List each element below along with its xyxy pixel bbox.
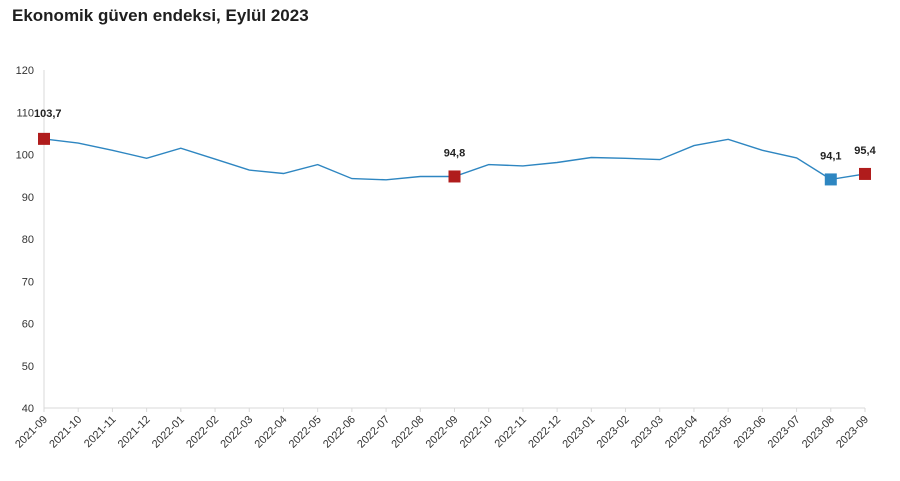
highlight-marker xyxy=(448,170,461,183)
x-tick-label: 2023-07 xyxy=(766,414,803,451)
y-tick-label: 120 xyxy=(16,65,34,77)
x-axis-ticks xyxy=(43,408,866,412)
x-tick-label: 2022-09 xyxy=(424,414,461,451)
x-tick-label: 2022-08 xyxy=(389,414,426,451)
highlight-marker xyxy=(824,173,837,186)
x-tick-label: 2021-09 xyxy=(13,414,50,451)
data-label: 94,8 xyxy=(444,147,465,159)
y-tick-label: 100 xyxy=(16,150,34,162)
x-tick-label: 2023-09 xyxy=(834,414,871,451)
highlight-marker xyxy=(859,167,871,180)
x-tick-label: 2022-11 xyxy=(493,414,529,450)
chart-title: Ekonomik güven endeksi, Eylül 2023 xyxy=(12,6,309,25)
x-tick-label: 2023-03 xyxy=(629,414,666,451)
x-tick-label: 2022-01 xyxy=(150,414,187,451)
x-tick-label: 2022-02 xyxy=(184,414,221,451)
data-label: 94,1 xyxy=(820,150,841,162)
x-tick-label: 2021-10 xyxy=(47,414,84,451)
x-tick-label: 2022-10 xyxy=(458,414,495,451)
y-tick-label: 40 xyxy=(22,403,34,415)
x-tick-label: 2021-11 xyxy=(82,414,118,450)
y-tick-label: 80 xyxy=(22,234,34,246)
x-tick-label: 2023-06 xyxy=(731,414,768,451)
x-tick-label: 2022-07 xyxy=(355,414,392,451)
data-label: 103,7 xyxy=(34,108,62,120)
x-tick-label: 2023-04 xyxy=(663,414,700,451)
x-tick-label: 2023-08 xyxy=(800,414,837,451)
x-tick-label: 2022-04 xyxy=(253,414,290,451)
x-tick-label: 2023-02 xyxy=(595,414,632,451)
y-axis-labels: 40 50 60 70 80 90 100 110 120 xyxy=(16,65,34,415)
x-tick-label: 2021-12 xyxy=(116,414,153,451)
highlight-marker xyxy=(38,132,50,145)
y-tick-label: 110 xyxy=(16,107,34,119)
x-tick-label: 2022-03 xyxy=(218,414,255,451)
y-tick-label: 60 xyxy=(22,319,34,331)
x-axis-labels: 2021-092021-102021-112021-122022-012022-… xyxy=(13,414,871,451)
x-tick-label: 2023-01 xyxy=(560,414,597,451)
y-tick-label: 50 xyxy=(22,361,34,373)
x-tick-label: 2022-05 xyxy=(287,414,324,451)
y-tick-label: 90 xyxy=(22,192,34,204)
y-tick-label: 70 xyxy=(22,276,34,288)
highlight-markers xyxy=(38,132,871,186)
x-tick-label: 2023-05 xyxy=(697,414,734,451)
data-labels: 103,7 94,8 94,1 95,4 xyxy=(34,108,877,163)
x-tick-label: 2022-06 xyxy=(321,414,358,451)
data-label: 95,4 xyxy=(854,145,876,157)
x-tick-label: 2022-12 xyxy=(526,414,563,451)
